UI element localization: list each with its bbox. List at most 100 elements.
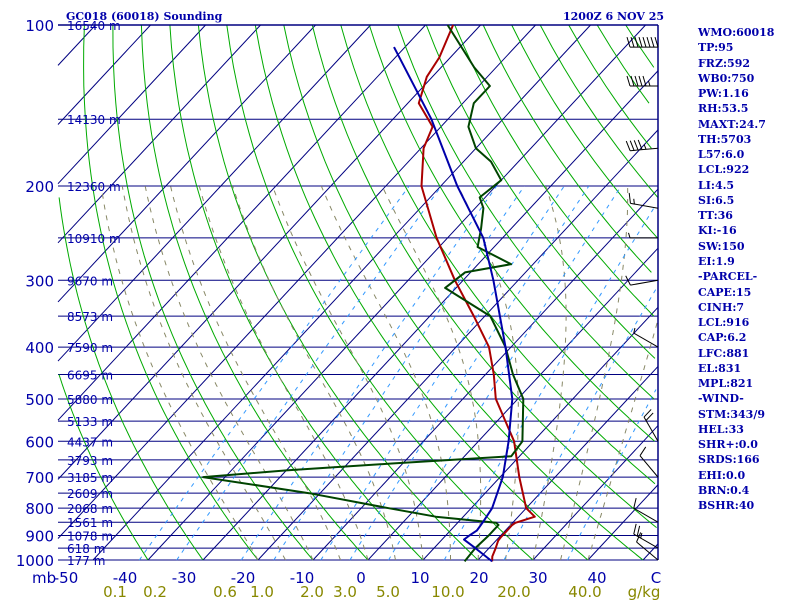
height-label: 5133 m <box>67 415 113 429</box>
index-row: WMO:60018 <box>698 26 775 39</box>
moist-adiabat-line <box>532 185 567 561</box>
index-row: BSHR:40 <box>698 499 755 513</box>
moist-adiabat-line <box>100 186 259 561</box>
wind-barb <box>625 275 659 286</box>
wind-barb <box>633 523 659 549</box>
index-row: MAXT:24.7 <box>698 117 766 131</box>
height-label: 5880 m <box>67 393 113 407</box>
wind-barb-staff <box>643 416 659 442</box>
wind-barb-flag <box>638 75 643 87</box>
index-row: CINH:7 <box>698 300 745 314</box>
moist-adiabat-line <box>198 185 369 561</box>
isotherm-line <box>312 188 659 561</box>
wind-barb-flag <box>636 525 641 537</box>
index-row: TH:5703 <box>698 132 752 146</box>
index-row: EL:831 <box>698 361 742 375</box>
mixing-ratio-line <box>273 185 525 561</box>
wind-barb-flag <box>634 37 639 48</box>
mixing-ratio-line <box>138 185 410 561</box>
temperature-label: -40 <box>113 569 138 587</box>
wind-barb-staff <box>639 455 659 478</box>
dewpoint-profile <box>202 24 525 563</box>
dry-adiabat-line <box>596 24 650 104</box>
temperature-label: 20 <box>469 569 488 587</box>
isotherm-line <box>202 70 659 561</box>
wind-barb <box>633 327 659 348</box>
isotherm-line <box>587 484 659 561</box>
wind-barb <box>626 37 659 48</box>
height-label: 2068 m <box>67 502 113 516</box>
temperature-label: -50 <box>54 569 79 587</box>
height-label: 177 m <box>67 554 105 568</box>
temperature-label: 10 <box>410 569 429 587</box>
mixing-ratio-label: 2.0 <box>300 583 324 600</box>
dry-adiabat-line <box>568 24 652 149</box>
isotherm-line <box>532 425 659 561</box>
index-row: HEL:33 <box>698 422 744 436</box>
dry-adiabat-line <box>83 24 259 561</box>
wind-barb <box>636 532 659 561</box>
wind-barb-flag <box>650 37 655 48</box>
pressure-label: 500 <box>25 391 54 409</box>
index-row: PW:1.16 <box>698 87 749 101</box>
wind-barb <box>625 139 659 152</box>
plot-frame <box>58 24 659 560</box>
wind-barbs <box>625 37 659 561</box>
index-row: SI:6.5 <box>698 193 735 207</box>
pressure-label: 100 <box>25 17 54 35</box>
wind-barb-flag <box>625 275 631 286</box>
index-row: RH:53.5 <box>698 102 749 116</box>
index-row: MPL:821 <box>698 377 754 391</box>
pressure-label: 700 <box>25 469 54 487</box>
isotherm-line <box>57 24 371 362</box>
wind-barb <box>628 232 658 239</box>
isotherm-line <box>57 24 316 303</box>
wind-barb-flag <box>634 75 639 87</box>
wind-barb-staff <box>633 332 659 348</box>
dry-adiabat-line <box>454 24 655 317</box>
isotherm-line <box>57 24 536 539</box>
mixing-ratio-label: 0.2 <box>143 583 167 600</box>
dry-adiabat-line <box>397 24 655 400</box>
wind-barb-flag <box>648 80 651 87</box>
pressure-label: 200 <box>25 178 54 196</box>
index-row: KI:-16 <box>698 224 737 238</box>
height-label: 2609 m <box>67 487 113 501</box>
moist-adiabat-line <box>560 186 629 561</box>
wind-barb-flag <box>628 232 631 239</box>
mixing-ratio-line <box>443 207 655 561</box>
isotherm-line <box>147 24 646 561</box>
dry-adiabat-line <box>58 197 204 561</box>
isotherm-line <box>57 24 96 66</box>
mixing-ratio-label: 3.0 <box>333 583 357 600</box>
height-label: 4437 m <box>67 435 113 449</box>
wind-barb-flag <box>625 140 631 151</box>
sounding-profiles <box>202 24 536 563</box>
sounding-time: 1200Z 6 NOV 25 <box>563 10 665 23</box>
mixing-ratio-line <box>320 185 565 561</box>
isotherm-line <box>422 306 659 561</box>
index-row: LFC:881 <box>698 346 750 360</box>
temperature-label: C <box>651 569 661 587</box>
mixing-ratio-line <box>240 185 498 561</box>
stability-indices-panel: WMO:60018 TP:95 FRZ:592 WB0:750 PW:1.16 RH:53… <box>698 25 798 514</box>
wind-barb <box>639 446 659 478</box>
height-label: 12360 m <box>67 180 121 194</box>
wind-barb-flag <box>628 192 631 204</box>
mixing-ratio-line <box>388 185 622 561</box>
dry-adiabat-line <box>283 24 644 561</box>
wind-barb-flag <box>638 37 643 48</box>
dry-adiabat-line <box>539 24 659 198</box>
index-row: TT:36 <box>698 209 733 223</box>
index-row: -PARCEL- <box>698 270 758 284</box>
isotherm-line <box>57 24 206 184</box>
index-row: CAPE:15 <box>698 285 752 299</box>
wind-barb-flag <box>633 140 639 151</box>
mixing-ratio-label: 0.1 <box>103 583 127 600</box>
wind-barb-flag <box>633 523 637 535</box>
index-row: EHI:0.0 <box>698 468 746 482</box>
wind-barb-flag <box>640 532 643 539</box>
temperature-label: 30 <box>528 569 547 587</box>
wind-barb <box>626 75 658 87</box>
